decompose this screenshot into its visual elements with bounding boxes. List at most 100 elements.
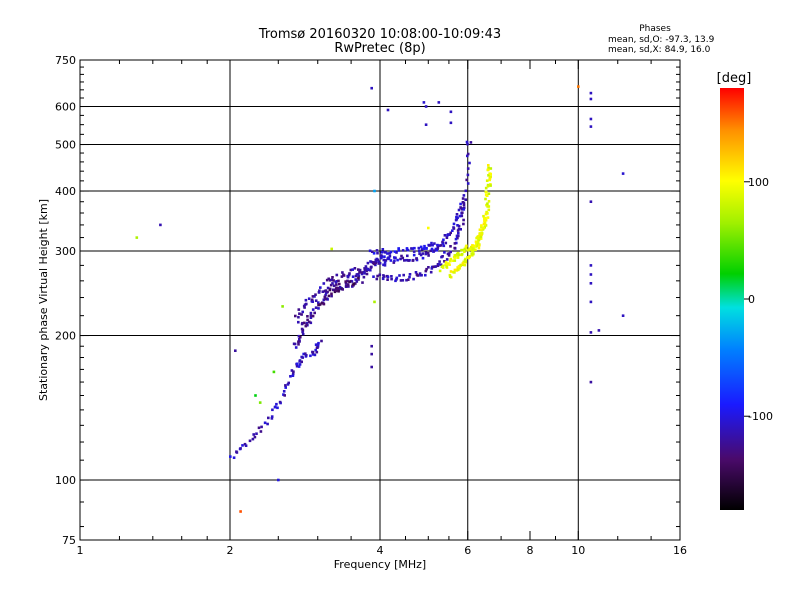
- trace-point: [429, 270, 433, 274]
- trace-point: [395, 278, 398, 281]
- trace-point: [311, 308, 315, 311]
- trace-point: [325, 278, 329, 282]
- trace-point: [400, 254, 403, 258]
- trace-point: [449, 245, 452, 248]
- x-tick-label: 6: [464, 544, 471, 557]
- trace-point: [466, 152, 470, 156]
- trace-point: [457, 231, 460, 235]
- trace-point: [406, 248, 410, 252]
- trace-point: [455, 213, 459, 216]
- trace-point: [395, 251, 398, 254]
- trace-point: [335, 283, 338, 286]
- trace-point: [470, 245, 473, 249]
- trace-point: [367, 268, 370, 272]
- scatter-point: [437, 101, 441, 104]
- trace-point: [376, 258, 379, 262]
- trace-point: [484, 197, 487, 201]
- colorbar-label: [deg]: [717, 71, 752, 86]
- trace-point: [466, 248, 470, 252]
- trace-point: [327, 277, 330, 281]
- trace-point: [468, 255, 471, 259]
- scatter-point: [589, 125, 593, 128]
- x-axis-label: Frequency [MHz]: [334, 558, 426, 571]
- trace-point: [283, 394, 286, 397]
- trace-point: [351, 275, 355, 278]
- trace-point: [267, 416, 270, 420]
- trace-point: [433, 242, 436, 245]
- trace-point: [436, 247, 439, 250]
- scatter-point: [589, 380, 593, 384]
- trace-point: [487, 168, 490, 172]
- trace-point: [430, 247, 434, 251]
- trace-point: [455, 241, 458, 245]
- trace-point: [364, 265, 368, 268]
- trace-point: [399, 279, 403, 282]
- trace-point: [365, 272, 369, 276]
- trace-point: [405, 258, 409, 262]
- trace-point: [401, 249, 405, 252]
- x-tick-label: 10: [571, 544, 585, 557]
- x-tick-label: 8: [527, 544, 534, 557]
- trace-point: [485, 179, 489, 182]
- chart-subtitle: RwPretec (8p): [334, 41, 426, 56]
- trace-point: [474, 240, 478, 243]
- trace-point: [270, 415, 274, 418]
- trace-point: [438, 260, 441, 263]
- trace-point: [314, 299, 318, 302]
- trace-point: [330, 278, 334, 281]
- trace-point: [310, 298, 314, 302]
- trace-point: [311, 351, 315, 354]
- scatter-point: [589, 273, 593, 276]
- trace-point: [300, 313, 303, 316]
- trace-point: [297, 308, 301, 311]
- trace-point: [351, 268, 354, 271]
- trace-point: [456, 216, 459, 219]
- trace-point: [318, 303, 322, 306]
- trace-point: [478, 237, 481, 240]
- scatter-point: [159, 223, 162, 227]
- trace-point: [348, 272, 351, 275]
- trace-point: [306, 315, 309, 318]
- trace-point: [464, 189, 468, 193]
- trace-point: [429, 249, 433, 253]
- trace-point: [465, 178, 468, 182]
- trace-point: [298, 360, 301, 363]
- trace-point: [298, 363, 302, 366]
- trace-point: [297, 365, 301, 368]
- trace-point: [392, 261, 396, 264]
- trace-point: [448, 259, 452, 263]
- trace-point: [459, 228, 462, 231]
- trace-point: [295, 364, 299, 368]
- trace-point: [479, 235, 483, 238]
- trace-point: [291, 372, 295, 376]
- trace-point: [487, 192, 491, 195]
- trace-point: [340, 275, 344, 278]
- trace-point: [307, 297, 311, 300]
- trace-point: [462, 222, 465, 226]
- trace-point: [324, 297, 328, 301]
- trace-point: [471, 244, 475, 247]
- trace-point: [270, 417, 274, 420]
- trace-point: [411, 259, 415, 262]
- trace-point: [259, 430, 263, 433]
- trace-point: [444, 241, 448, 245]
- trace-point: [380, 254, 383, 257]
- trace-point: [341, 271, 344, 274]
- trace-point: [480, 231, 484, 234]
- trace-point: [349, 268, 353, 272]
- trace-point: [381, 277, 385, 281]
- trace-point: [248, 439, 252, 443]
- trace-point: [305, 354, 308, 357]
- trace-point: [452, 222, 456, 226]
- trace-point: [303, 321, 306, 325]
- trace-point: [487, 200, 491, 203]
- trace-point: [421, 252, 424, 255]
- trace-point: [457, 227, 461, 231]
- trace-point: [373, 262, 376, 266]
- trace-point: [454, 237, 458, 241]
- trace-point: [302, 352, 305, 356]
- trace-point: [469, 141, 473, 144]
- trace-point: [305, 323, 308, 327]
- trace-point: [449, 270, 453, 273]
